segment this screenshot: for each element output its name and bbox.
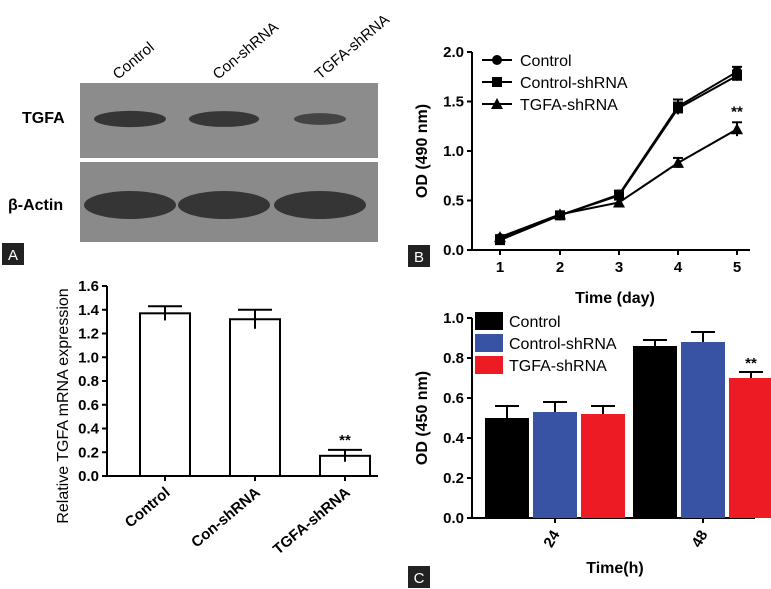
y-tick-label: 1.0 [443,143,464,160]
y-tick-label: 0.6 [78,397,99,414]
x-tick-label: 1 [496,259,504,276]
legend-swatch-control-shrna [475,334,503,352]
y-axis-label: OD (450 nm) [414,371,431,465]
legend: Control Control-shRNA TGFA-shRNA [475,312,617,375]
actin-band-2 [178,191,270,219]
point-tgfa-shrna [613,196,625,208]
y-tick-label: 0.8 [443,350,464,367]
y-tick-label: 1.2 [78,326,99,343]
y-tick-label: 0.4 [443,430,465,447]
y-tick-label: 1.0 [443,310,464,327]
y-tick-label: 0.0 [443,242,464,259]
y-tick-label: 0.6 [443,390,464,407]
svg-text:B: B [414,249,424,266]
point-tgfa-shrna [731,123,743,135]
row-label-actin: β-Actin [8,197,63,214]
mrna-bar-chart: 0.0 0.2 0.4 0.6 0.8 1.0 1.2 1.4 1.6 Relative TGFA… [55,278,378,558]
significance-label: ** [339,432,351,449]
tgfa-band-1 [94,110,166,128]
panel-tag-a: A [2,243,24,265]
legend-label-tgfa-shrna: TGFA-shRNA [520,97,618,114]
legend-label-control-shrna: Control-shRNA [509,336,617,353]
bar-control-48 [633,346,677,518]
row-label-tgfa: TGFA [22,110,65,127]
point-tgfa-shrna [554,208,566,220]
x-tick-label-control: Control [122,484,174,531]
legend-label-control-shrna: Control-shRNA [520,75,628,92]
y-tick-label: 0.5 [443,193,464,210]
legend-label-control: Control [509,314,561,331]
y-tick-label: 1.6 [78,278,99,295]
x-tick-label: 5 [733,259,741,276]
blot-separator [80,158,378,162]
bar-control-shrna-48 [681,342,725,518]
x-tick-label: 4 [674,259,683,276]
svg-text:A: A [8,247,18,264]
y-axis-label: OD (490 nm) [414,104,431,198]
legend-swatch-control [475,312,503,330]
y-tick-label: 1.5 [443,94,464,111]
tgfa-band-3 [294,113,346,125]
y-tick-label: 1.0 [78,349,99,366]
lane-label-con-shrna: Con-shRNA [210,19,282,83]
svg-text:C: C [414,570,425,587]
y-tick-label: 0.2 [78,444,99,461]
legend: Control Control-shRNA TGFA-shRNA [482,53,628,114]
x-axis-label: Time(h) [586,560,643,577]
bar-control-24 [485,418,529,518]
bar-con-shrna [229,318,281,477]
od450-bar-chart: 0.0 0.2 0.4 0.6 0.8 1.0 OD (450 nm) Time(h) 24 48… [414,310,771,577]
legend-label-control: Control [520,53,572,70]
y-tick-label: 0.2 [443,470,464,487]
actin-band-1 [84,191,176,219]
legend-marker-control-shrna [492,77,502,87]
lane-label-tgfa-shrna: TGFA-shRNA [312,11,393,83]
actin-band-3 [274,191,366,219]
bar-control [139,312,191,477]
legend-swatch-tgfa-shrna [475,356,503,374]
x-tick-label-24: 24 [540,527,563,551]
x-tick-label-con-shrna: Con-shRNA [188,484,264,551]
western-blot-panel: Control Con-shRNA TGFA-shRNA TGFA β-Acti… [8,11,393,242]
growth-line-chart: 0.0 0.5 1.0 1.5 2.0 1 2 3 4 5 Time (day) OD (490 nm… [414,44,750,307]
bar-control-shrna-24 [533,412,577,518]
point-control-shrna [732,70,742,81]
bar-tgfa-shrna-48 [729,378,771,518]
series-tgfa-shrna [494,121,743,243]
y-tick-label: 0.8 [78,373,99,390]
y-tick-label: 0.0 [443,510,464,527]
legend-marker-tgfa-shrna [491,98,503,109]
line-tgfa-shrna [499,128,738,239]
point-control-shrna [673,103,683,114]
x-tick-label: 2 [556,259,564,276]
lane-label-control: Control [110,39,158,83]
y-tick-label: 1.4 [78,302,100,319]
tgfa-band-2 [188,111,260,127]
panel-tag-c: C [408,566,430,588]
bar-tgfa-shrna-24 [581,414,625,518]
x-tick-label-48: 48 [688,528,711,551]
x-tick-label: 3 [615,259,623,276]
x-tick-label-tgfa-shrna: TGFA-shRNA [270,484,354,558]
y-tick-label: 0.4 [78,421,100,438]
y-axis-label: Relative TGFA mRNA expression [55,288,72,523]
point-tgfa-shrna [672,156,684,168]
point-control-shrna [614,190,624,201]
y-tick-label: 2.0 [443,44,464,61]
significance-label: ** [745,355,757,372]
legend-label-tgfa-shrna: TGFA-shRNA [509,358,607,375]
x-axis-label: Time (day) [575,290,655,307]
legend-marker-control [492,55,502,65]
panel-tag-b: B [408,245,430,267]
point-tgfa-shrna [494,231,506,243]
y-tick-label: 0.0 [78,468,99,485]
significance-label: ** [731,103,743,120]
